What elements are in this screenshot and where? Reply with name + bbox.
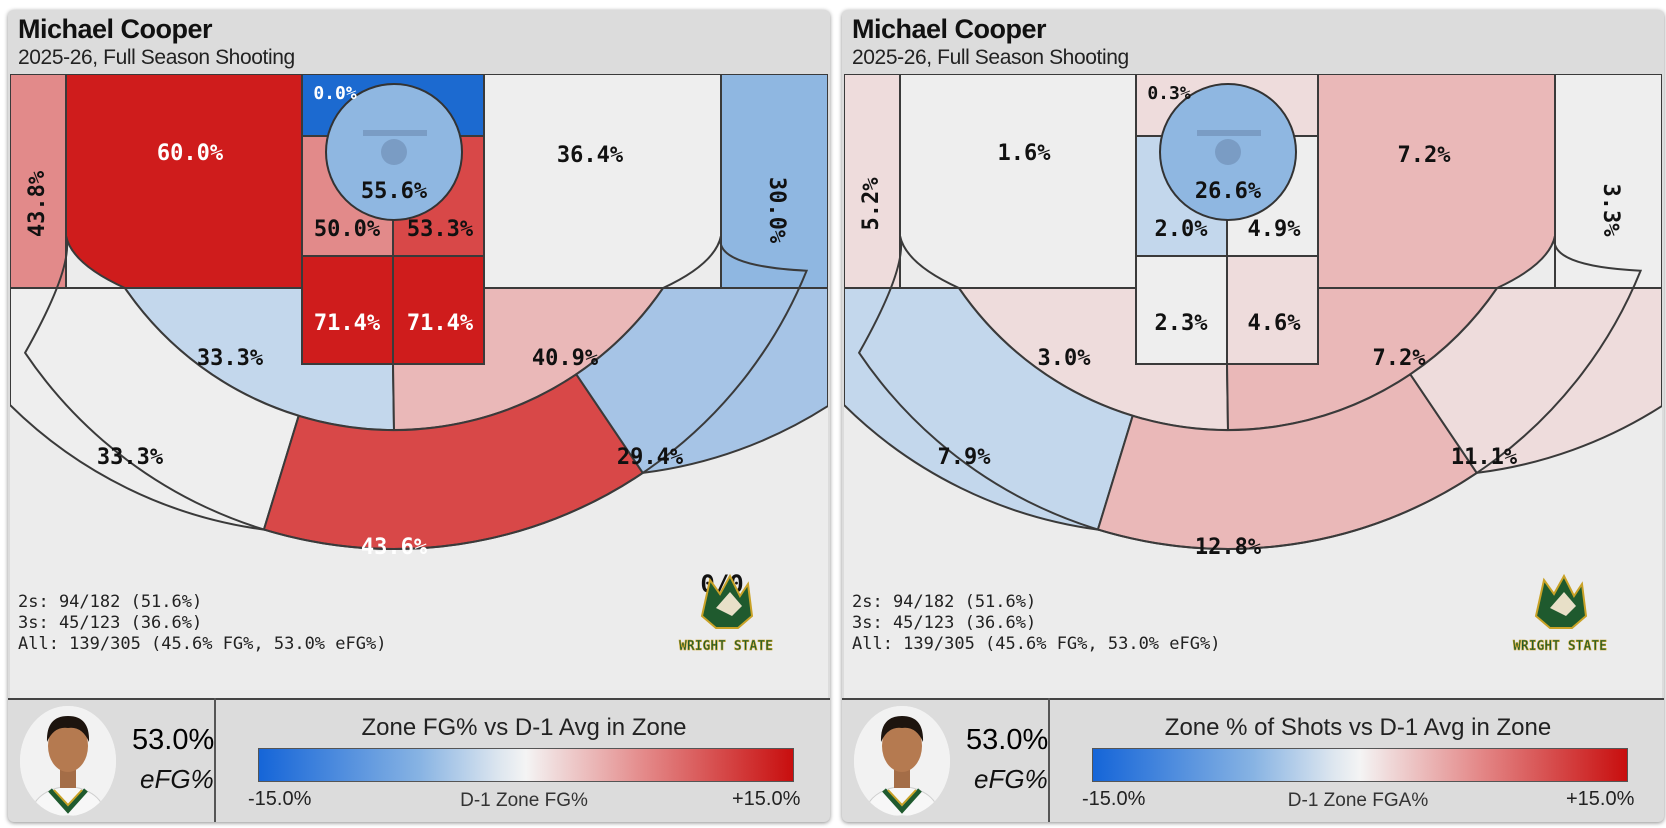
svg-text:WRIGHT STATE: WRIGHT STATE bbox=[679, 639, 773, 654]
zone-label-left-wing-3: 7.9% bbox=[938, 445, 992, 470]
zone-label-right-wing-3: 11.1% bbox=[1451, 445, 1518, 470]
backboard bbox=[1197, 130, 1261, 136]
stats-line: 3s: 45/123 (36.6%) bbox=[18, 613, 202, 633]
zone-label-paint-mid-left: 2.0% bbox=[1155, 217, 1209, 242]
panel-footer: 53.0% eFG% Zone FG% vs D-1 Avg in Zone -… bbox=[8, 698, 830, 822]
zone-label-right-elbow-2: 7.2% bbox=[1373, 346, 1427, 371]
zone-label-left-elbow-2: 33.3% bbox=[197, 346, 264, 371]
stats-line: 3s: 45/123 (36.6%) bbox=[852, 613, 1036, 633]
zone-label-right-elbow-2: 40.9% bbox=[532, 346, 599, 371]
shot-chart-panel-fga: Michael Cooper 2025-26, Full Season Shoo… bbox=[842, 10, 1664, 822]
backboard bbox=[363, 130, 427, 136]
zone-label-right-corner-3: 3.3% bbox=[1598, 184, 1623, 238]
season-subtitle: 2025-26, Full Season Shooting bbox=[852, 46, 1129, 69]
zone-label-left-corner-3: 5.2% bbox=[859, 177, 884, 231]
legend-max-label: +15.0% bbox=[1566, 788, 1635, 810]
legend-colorbar bbox=[258, 748, 794, 782]
shot-zone-court: 43.8% 60.0% 0.0% 55.6% 50.0% 53.3% 71.4% 71.4% 3… bbox=[10, 74, 828, 698]
player-name: Michael Cooper bbox=[18, 14, 213, 44]
zone-paint-low-right bbox=[1226, 255, 1319, 365]
season-subtitle: 2025-26, Full Season Shooting bbox=[18, 46, 295, 69]
legend-colorbar bbox=[1092, 748, 1628, 782]
player-name: Michael Cooper bbox=[852, 14, 1047, 44]
footer-divider bbox=[8, 698, 830, 700]
legend-center-label: D-1 Zone FG% bbox=[460, 790, 588, 811]
efg-value: 53.0% bbox=[132, 724, 215, 756]
zone-paint-low-left bbox=[301, 255, 394, 365]
zone-label-left-corner-3: 43.8% bbox=[25, 170, 50, 237]
shot-chart-panel-fg: Michael Cooper 2025-26, Full Season Shoo… bbox=[8, 10, 830, 822]
zone-paint-low-left bbox=[1135, 255, 1228, 365]
efg-value: 53.0% bbox=[966, 724, 1049, 756]
zone-label-right-wing-3: 29.4% bbox=[617, 445, 684, 470]
zone-label-left-wing-3: 33.3% bbox=[97, 445, 164, 470]
footer-divider bbox=[842, 698, 1664, 700]
legend-title: Zone FG% vs D-1 Avg in Zone bbox=[361, 714, 687, 741]
zone-label-left-baseline-2: 60.0% bbox=[157, 141, 224, 166]
zone-label-paint-top-left: 0.3% bbox=[1147, 83, 1191, 104]
stats-line: 2s: 94/182 (51.6%) bbox=[18, 592, 202, 612]
stats-line: All: 139/305 (45.6% FG%, 53.0% eFG%) bbox=[852, 634, 1220, 654]
panel-footer: 53.0% eFG% Zone % of Shots vs D-1 Avg in… bbox=[842, 698, 1664, 822]
zone-label-paint-low-right: 71.4% bbox=[407, 311, 474, 336]
zone-right-baseline-2 bbox=[1317, 74, 1556, 289]
zone-label-paint-low-right: 4.6% bbox=[1248, 311, 1302, 336]
team-logo: WRIGHT STATE bbox=[1513, 573, 1607, 654]
three-point-line bbox=[857, 74, 1643, 550]
legend-max-label: +15.0% bbox=[732, 788, 801, 810]
stats-line: 2s: 94/182 (51.6%) bbox=[852, 592, 1036, 612]
legend-center-label: D-1 Zone FGA% bbox=[1287, 790, 1429, 811]
svg-text:WRIGHT STATE: WRIGHT STATE bbox=[1513, 639, 1607, 654]
shot-zone-court: 5.2% 1.6% 0.3% 26.6% 2.0% 4.9% 2.3% 4.6% 7.2% 3.3… bbox=[844, 74, 1662, 698]
zone-label-right-baseline-2: 7.2% bbox=[1398, 143, 1452, 168]
zone-label-right-baseline-2: 36.4% bbox=[557, 143, 624, 168]
efg-label: eFG% bbox=[140, 764, 214, 794]
legend-title: Zone % of Shots vs D-1 Avg in Zone bbox=[1164, 714, 1552, 741]
zone-label-top-key-3: 12.8% bbox=[1195, 535, 1262, 560]
panel-header: Michael Cooper 2025-26, Full Season Shoo… bbox=[842, 10, 1664, 74]
hoop bbox=[1215, 139, 1241, 165]
footer-separator bbox=[1048, 698, 1050, 822]
zone-label-right-corner-3: 30.0% bbox=[764, 177, 789, 244]
zone-label-paint-mid-right: 53.3% bbox=[407, 217, 474, 242]
zone-label-restricted-area: 26.6% bbox=[1195, 179, 1262, 204]
panel-header: Michael Cooper 2025-26, Full Season Shoo… bbox=[8, 10, 830, 74]
zone-label-paint-low-left: 2.3% bbox=[1155, 311, 1209, 336]
footer-separator bbox=[214, 698, 216, 822]
stats-line: All: 139/305 (45.6% FG%, 53.0% eFG%) bbox=[18, 634, 386, 654]
zone-label-paint-mid-right: 4.9% bbox=[1248, 217, 1302, 242]
zone-label-paint-low-left: 71.4% bbox=[314, 311, 381, 336]
zone-label-left-elbow-2: 3.0% bbox=[1038, 346, 1092, 371]
player-photo bbox=[854, 706, 950, 816]
zone-left-baseline-2 bbox=[65, 74, 303, 289]
player-photo bbox=[20, 706, 116, 816]
zone-label-left-baseline-2: 1.6% bbox=[998, 141, 1052, 166]
three-point-line bbox=[23, 74, 809, 550]
zone-label-paint-mid-left: 50.0% bbox=[314, 217, 381, 242]
zone-label-top-key-3: 43.6% bbox=[361, 535, 428, 560]
zone-left-baseline-2 bbox=[899, 74, 1137, 289]
legend-min-label: -15.0% bbox=[1082, 788, 1146, 810]
zone-label-paint-top-left: 0.0% bbox=[313, 83, 357, 104]
hoop bbox=[381, 139, 407, 165]
zone-right-baseline-2 bbox=[483, 74, 722, 289]
legend-min-label: -15.0% bbox=[248, 788, 312, 810]
zone-label-restricted-area: 55.6% bbox=[361, 179, 428, 204]
efg-label: eFG% bbox=[974, 764, 1048, 794]
zone-paint-low-right bbox=[392, 255, 485, 365]
team-logo: WRIGHT STATE bbox=[679, 573, 773, 654]
